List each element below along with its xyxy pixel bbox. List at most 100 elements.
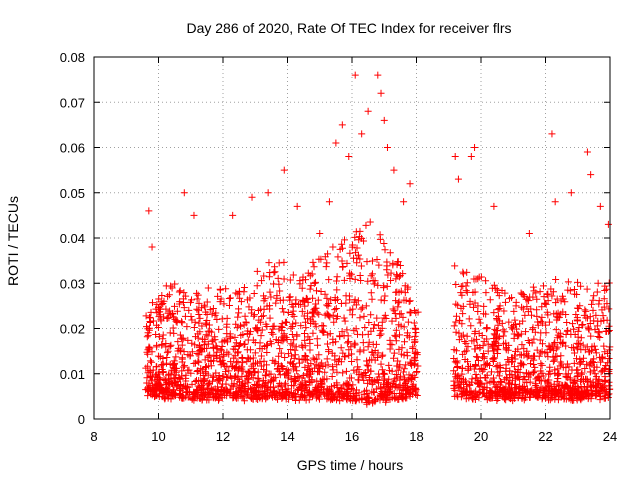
data-point [306,339,314,347]
data-point [297,322,305,330]
data-point [402,386,410,394]
data-point [253,326,261,334]
data-point [275,360,283,368]
data-point [217,385,225,393]
data-point [245,375,253,383]
data-point [411,336,419,344]
data-point [295,396,303,404]
data-point [368,257,376,265]
data-point [506,395,514,403]
data-point [570,359,578,367]
data-point [252,383,260,391]
data-point [237,298,245,306]
x-tick-label: 16 [345,429,359,444]
data-point [495,342,503,350]
data-point [338,257,346,265]
data-point [301,276,309,284]
data-point [388,382,396,390]
data-point [498,319,506,327]
data-point [224,373,232,381]
data-point [178,319,186,327]
data-point [575,388,583,396]
data-point [499,332,507,340]
data-point [364,107,372,115]
data-point [221,368,229,376]
data-point [144,362,152,370]
data-point [390,354,398,362]
data-point [466,300,474,308]
data-point [226,385,234,393]
data-point [539,340,547,348]
data-point [335,357,343,365]
data-point [303,356,311,364]
data-point [409,343,417,351]
data-point [584,390,592,398]
data-point [331,306,339,314]
data-point [320,389,328,397]
data-point [259,390,267,398]
data-point [309,329,317,337]
data-point [285,395,293,403]
data-point [583,343,591,351]
data-point [500,307,508,315]
data-point [525,229,533,237]
data-point [329,363,337,371]
data-point [358,395,366,403]
data-point [496,363,504,371]
data-point [395,273,403,281]
data-point [554,313,562,321]
data-point [383,380,391,388]
data-point [542,300,550,308]
data-point [202,331,210,339]
data-point [463,268,471,276]
data-point [393,362,401,370]
data-point [233,324,241,332]
data-point [286,276,294,284]
data-point [292,376,300,384]
data-point [343,259,351,267]
data-point [559,382,567,390]
data-point [406,308,414,316]
data-point [208,337,216,345]
data-point [592,373,600,381]
data-point [595,329,603,337]
data-point [476,343,484,351]
x-axis-ticks: 8 10 12 14 16 18 20 22 24 [90,57,617,444]
data-point [359,304,367,312]
data-point [594,332,602,340]
data-point [313,287,321,295]
data-point [167,370,175,378]
data-point [375,379,383,387]
data-point [349,241,357,249]
data-point [191,390,199,398]
data-point [388,367,396,375]
x-tick-label: 20 [474,429,488,444]
data-point [208,310,216,318]
data-point [387,269,395,277]
data-point [265,370,273,378]
data-point [260,272,268,280]
data-point [362,221,370,229]
data-point [378,324,386,332]
data-point [291,351,299,359]
data-point [321,253,329,261]
data-point [204,381,212,389]
data-point [574,366,582,374]
data-point [568,392,576,400]
data-point [523,369,531,377]
data-point [548,292,556,300]
data-point [193,289,201,297]
data-point [576,391,584,399]
data-point [533,312,541,320]
data-point [314,296,322,304]
data-point [380,282,388,290]
data-point [356,314,364,322]
data-point [545,318,553,326]
data-point [290,363,298,371]
data-point [538,303,546,311]
data-point [162,375,170,383]
data-point [537,360,545,368]
data-point [148,358,156,366]
data-point [176,298,184,306]
data-point [325,388,333,396]
